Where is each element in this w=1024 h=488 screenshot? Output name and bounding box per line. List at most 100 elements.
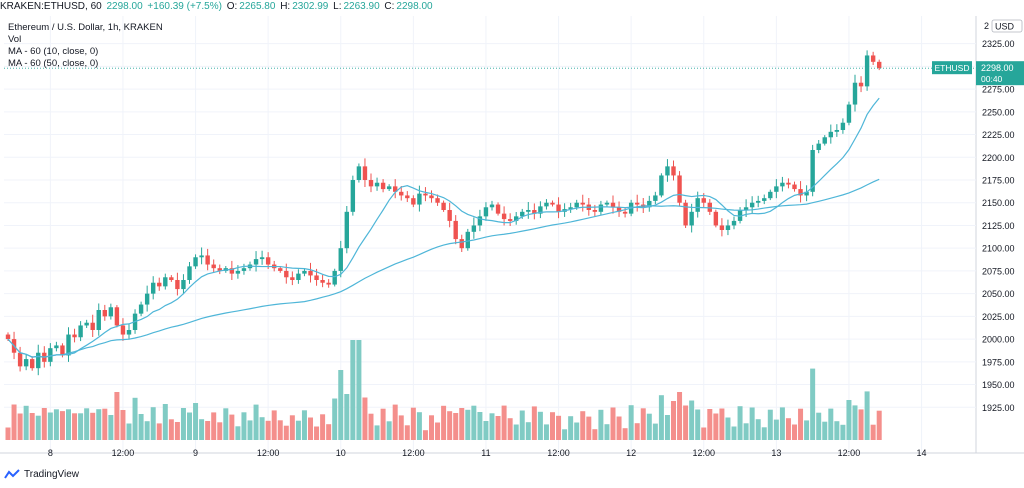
volume-bar — [658, 395, 664, 440]
volume-bar — [314, 426, 320, 440]
candle-body — [816, 143, 821, 150]
candle-body — [756, 200, 761, 203]
candle-body — [568, 207, 573, 210]
candle-body — [30, 359, 35, 369]
price-tick-label: 1975.00 — [982, 357, 1015, 367]
candle-body — [683, 202, 688, 226]
volume-bar — [338, 370, 344, 440]
candle-body — [556, 204, 561, 212]
volume-bar — [410, 407, 416, 440]
volume-bar — [719, 408, 725, 440]
volume-bar — [701, 427, 707, 440]
volume-bar — [386, 421, 392, 440]
volume-bar — [731, 426, 737, 440]
volume-bar — [543, 424, 549, 440]
volume-bar — [447, 411, 453, 440]
tradingview-logo[interactable]: TradingView — [4, 468, 79, 480]
ma10-line — [7, 97, 880, 358]
candle-body — [834, 130, 840, 132]
volume-bar — [870, 424, 876, 440]
volume-bar — [804, 420, 810, 440]
candle-body — [120, 325, 126, 335]
candle-body — [211, 264, 216, 269]
open-value: 2265.80 — [239, 1, 276, 12]
volume-bar — [556, 415, 562, 440]
symbol-label[interactable]: KRAKEN:ETHUSD, 60 — [0, 1, 102, 12]
volume-bar — [229, 414, 235, 440]
candle-body — [126, 330, 132, 335]
volume-bar — [35, 415, 41, 440]
volume-bar — [743, 423, 749, 440]
candle-body — [701, 198, 706, 203]
volume-bar — [677, 392, 683, 440]
volume-bar — [247, 420, 253, 440]
volume-bar — [126, 423, 132, 440]
candle-body — [205, 255, 210, 265]
legend-vol[interactable]: Vol — [8, 34, 22, 45]
volume-bar — [610, 407, 616, 440]
volume-bar — [586, 416, 592, 440]
volume-bar — [59, 411, 65, 440]
volume-bar — [646, 413, 652, 440]
volume-bar — [156, 423, 162, 440]
volume-bar — [779, 407, 785, 440]
volume-bar — [235, 426, 241, 440]
candle-body — [622, 211, 628, 214]
volume-bar — [628, 405, 634, 440]
candle-body — [114, 307, 120, 326]
volume-bar — [507, 418, 513, 440]
volume-bar — [404, 425, 410, 440]
volume-bar — [441, 405, 447, 440]
candle-body — [320, 280, 325, 283]
candle-body — [380, 182, 386, 190]
volume-bar — [193, 403, 199, 440]
volume-bar — [108, 415, 114, 440]
volume-bar — [513, 424, 519, 440]
time-tick-label: 13 — [771, 448, 781, 458]
candle-body — [229, 268, 235, 274]
candle-body — [187, 266, 192, 280]
candle-body — [199, 255, 204, 258]
legend-ma10[interactable]: MA - 60 (10, close, 0) — [8, 46, 99, 57]
volume-bar — [810, 368, 816, 440]
candle-body — [278, 268, 283, 271]
volume-bar — [483, 421, 489, 440]
volume-bar — [471, 405, 477, 440]
legend-title[interactable]: Ethereum / U.S. Dollar, 1h, KRAKEN — [8, 22, 163, 33]
candle-body — [822, 137, 827, 144]
candle-body — [314, 275, 319, 280]
volume-bar — [259, 417, 265, 440]
volume-bar — [828, 408, 834, 440]
volume-bar — [253, 404, 259, 440]
time-tick-label: 14 — [917, 448, 927, 458]
volume-bar — [90, 412, 96, 440]
candle-body — [447, 210, 452, 221]
candle-body — [780, 182, 785, 187]
volume-bar — [326, 424, 332, 440]
volume-bar — [120, 410, 126, 440]
volume-bar — [876, 410, 882, 440]
price-axis: 1925.00 1950.00 1975.00 2000.00 2025.00 2050.… — [982, 19, 1023, 413]
candle-body — [544, 202, 549, 207]
volume-bar — [96, 409, 102, 440]
legend-ma50[interactable]: MA - 60 (50, close, 0) — [8, 58, 99, 69]
volume-bar — [435, 422, 441, 440]
candle-body — [374, 182, 380, 187]
brand-label: TradingView — [24, 468, 80, 480]
candle-body — [175, 280, 180, 290]
volume-bar — [114, 392, 120, 440]
price-tick-label: 2000.00 — [982, 335, 1015, 345]
candle-body — [284, 270, 289, 278]
candle-body — [344, 211, 349, 249]
volume-bar — [356, 340, 362, 440]
candle-body — [647, 200, 652, 208]
candle-body — [60, 345, 65, 356]
price-tick-label: 2150.00 — [982, 198, 1015, 208]
candle-body — [302, 270, 307, 274]
price-tick-label: 2225.00 — [982, 130, 1015, 140]
candle-body — [719, 225, 725, 230]
price-tick-label: 2200.00 — [982, 153, 1015, 163]
candle-body — [713, 211, 719, 226]
volume-bar — [380, 408, 386, 440]
